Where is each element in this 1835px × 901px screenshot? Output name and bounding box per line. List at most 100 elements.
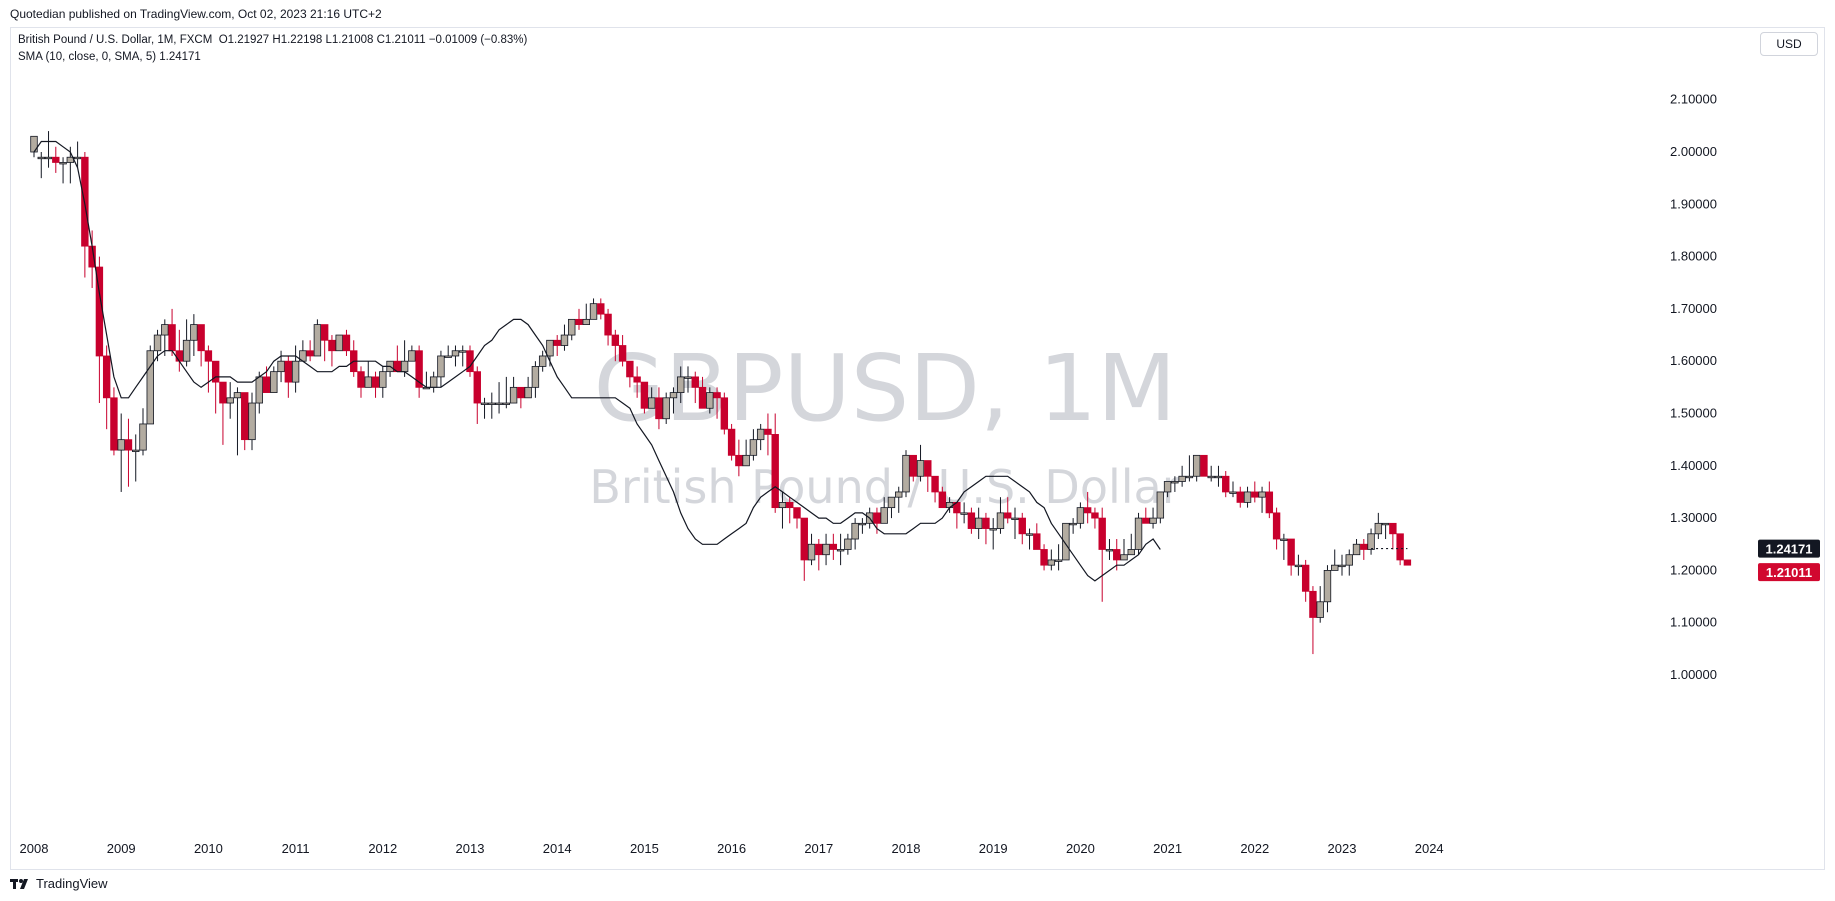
- candle: [1054, 544, 1063, 571]
- candle: [640, 381, 649, 414]
- candle-body: [1374, 522, 1383, 535]
- candle: [749, 429, 758, 461]
- candle: [1381, 522, 1390, 540]
- candle: [967, 507, 976, 534]
- candle: [829, 533, 838, 560]
- candle-body: [1396, 533, 1404, 561]
- candle: [488, 392, 496, 419]
- candle: [451, 345, 460, 367]
- x-tick-label: 2024: [1415, 841, 1444, 856]
- candle-body: [342, 334, 351, 352]
- legend-instrument: British Pound / U.S. Dollar, 1M, FXCM: [18, 34, 213, 46]
- candle-body: [1076, 507, 1085, 524]
- candle-body: [647, 397, 656, 409]
- candle: [517, 386, 525, 409]
- candle-body: [364, 376, 372, 388]
- candle-body: [1236, 491, 1244, 503]
- candle-body: [597, 303, 605, 315]
- candle-body: [895, 491, 903, 498]
- candle-body: [328, 339, 336, 352]
- time-axis[interactable]: 2008 2009 2010 2011 2012 2013 2014 2015 2016 2017…: [20, 841, 1444, 856]
- candle-body: [887, 496, 896, 509]
- candle: [444, 345, 452, 358]
- candle-body: [1287, 538, 1295, 566]
- candle: [1134, 512, 1143, 555]
- candle-body: [996, 512, 1005, 529]
- tradingview-branding[interactable]: TradingView: [10, 876, 108, 891]
- sma-price-tag-label: 1.24171: [1766, 542, 1813, 557]
- candle: [618, 335, 627, 367]
- legend-sma-line[interactable]: SMA (10, close, 0, SMA, 5) 1.24171: [18, 51, 201, 63]
- candle-body: [153, 334, 162, 352]
- candle: [248, 392, 256, 451]
- candle: [1236, 486, 1244, 508]
- candle-body: [677, 376, 685, 393]
- candle-body: [829, 543, 838, 550]
- candle: [320, 324, 329, 362]
- candle-body: [146, 350, 154, 425]
- candle-body: [909, 454, 917, 477]
- candle: [1142, 507, 1150, 524]
- candle: [73, 141, 82, 168]
- candle-body: [1367, 533, 1375, 550]
- x-tick-label: 2015: [630, 841, 659, 856]
- candle-body: [255, 376, 263, 404]
- candle: [1389, 522, 1397, 550]
- candle-body: [873, 512, 881, 524]
- candle-body: [582, 318, 590, 325]
- candle: [647, 387, 656, 409]
- candle: [1047, 549, 1056, 571]
- currency-button[interactable]: USD: [1760, 32, 1818, 56]
- candle: [858, 518, 867, 534]
- candle-body: [604, 313, 612, 336]
- candle: [1243, 486, 1252, 508]
- candle: [1323, 565, 1332, 613]
- candle: [575, 308, 583, 330]
- candle: [1207, 465, 1215, 482]
- candle-body: [669, 392, 678, 399]
- price-axis[interactable]: 2.10000 2.00000 1.90000 1.80000 1.70000 1.600…: [1670, 92, 1717, 682]
- candle: [284, 355, 293, 398]
- candle-body: [974, 517, 983, 529]
- candle: [1367, 528, 1375, 555]
- watermark-symbol: GBPUSD, 1M: [594, 335, 1177, 442]
- candle: [815, 539, 823, 571]
- candle: [262, 366, 271, 393]
- candle-body: [1192, 454, 1201, 477]
- candle: [1200, 454, 1208, 477]
- candle-body: [1120, 554, 1128, 561]
- candle: [873, 507, 881, 534]
- candle: [1265, 481, 1274, 519]
- candle: [1403, 559, 1412, 566]
- candle: [1352, 539, 1361, 556]
- candle-body: [182, 339, 191, 362]
- candle: [764, 413, 772, 456]
- candle-body: [553, 339, 561, 346]
- candle: [1105, 539, 1114, 560]
- candle-body: [807, 543, 816, 561]
- candle-body: [1272, 512, 1281, 540]
- candle: [1331, 549, 1339, 571]
- sma-layer: [33, 140, 1408, 582]
- y-tick-label: 1.00000: [1670, 667, 1717, 682]
- candle: [916, 444, 925, 482]
- candle: [931, 475, 939, 503]
- legend-instrument-line[interactable]: British Pound / U.S. Dollar, 1M, FXCM O1…: [18, 34, 527, 46]
- candle: [895, 486, 903, 513]
- candle-body: [226, 397, 234, 404]
- candle: [851, 518, 859, 550]
- candle-body: [713, 392, 721, 399]
- x-tick-label: 2021: [1153, 841, 1182, 856]
- candle: [1229, 481, 1237, 498]
- candle-body: [1018, 517, 1026, 535]
- candle-body: [1113, 549, 1121, 561]
- candle: [611, 329, 620, 362]
- candle: [117, 413, 125, 492]
- x-tick-label: 2012: [368, 841, 397, 856]
- candle-body: [640, 381, 649, 409]
- candle-body: [858, 522, 867, 526]
- candle-body: [161, 324, 169, 336]
- sma-price-tag: [1758, 539, 1820, 558]
- candle: [989, 518, 997, 550]
